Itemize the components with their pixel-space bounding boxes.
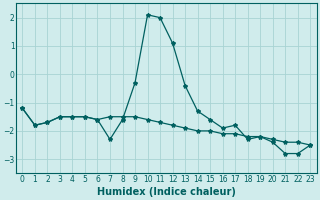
X-axis label: Humidex (Indice chaleur): Humidex (Indice chaleur) <box>97 187 236 197</box>
